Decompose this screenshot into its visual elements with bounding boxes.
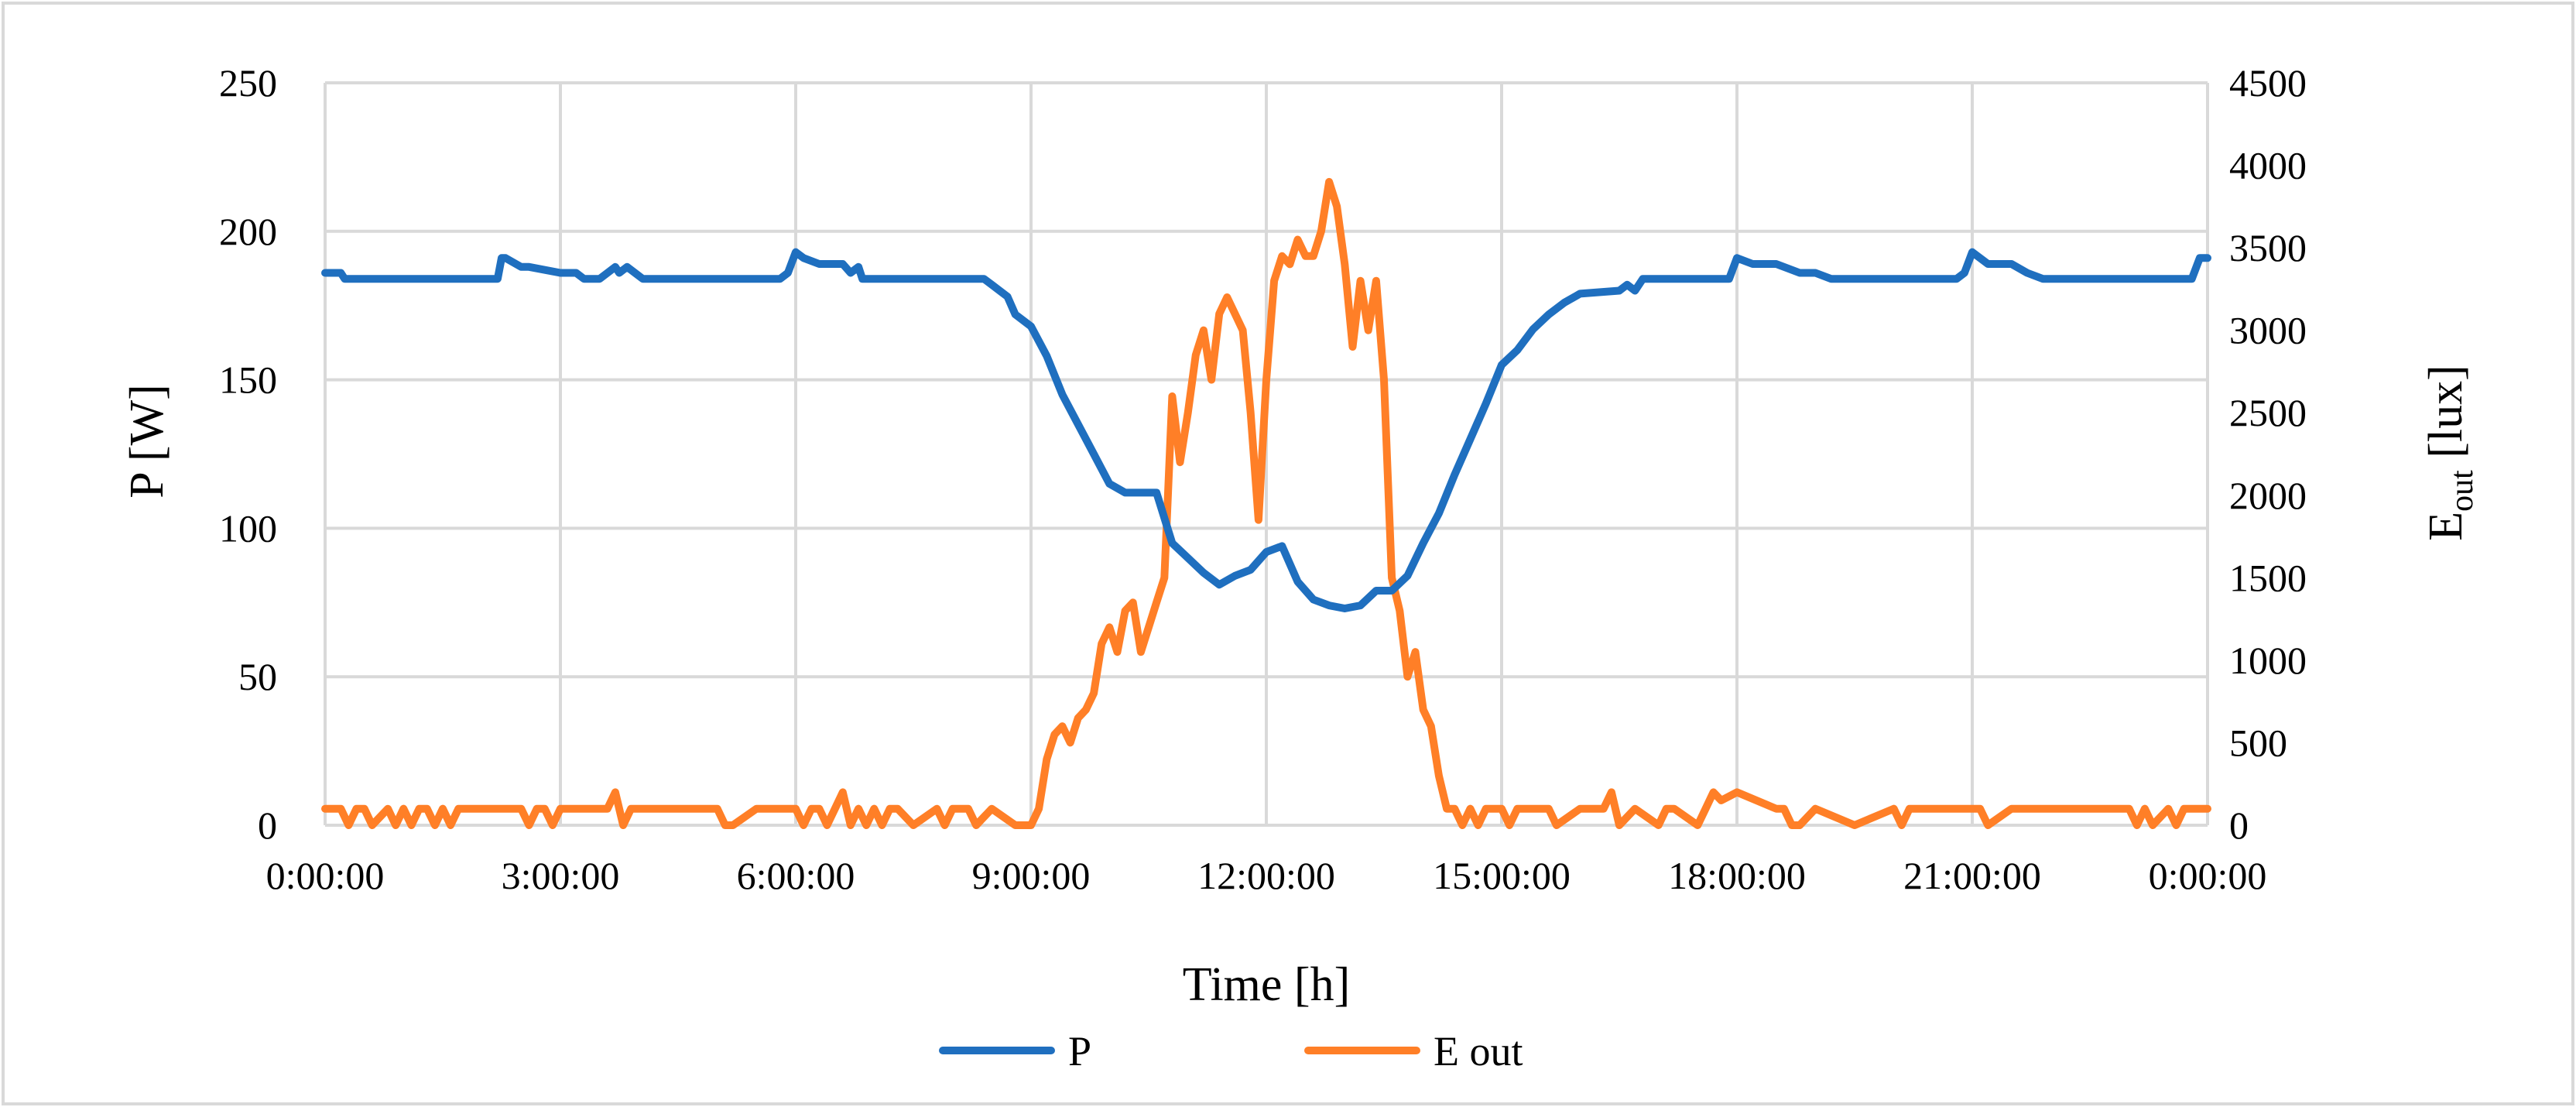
y-axis-right-title: Eout [lux] <box>2420 365 2480 541</box>
y-right-tick-label: 4500 <box>2229 61 2307 105</box>
y-axis-left-title: P [W] <box>121 384 173 499</box>
x-tick-label: 21:00:00 <box>1903 854 2041 897</box>
x-tick-label: 18:00:00 <box>1668 854 1806 897</box>
x-tick-label: 0:00:00 <box>2149 854 2267 897</box>
x-tick-label: 12:00:00 <box>1197 854 1335 897</box>
legend-label-p: P <box>1068 1028 1091 1074</box>
y-right-tick-label: 1000 <box>2229 639 2307 682</box>
y-right-tick-label: 500 <box>2229 721 2287 764</box>
x-axis-title: Time [h] <box>1183 958 1350 1011</box>
x-axis-ticks: 0:00:00 3:00:00 6:00:00 9:00:00 12:00:00 15:0… <box>266 854 2267 897</box>
y-left-tick-label: 150 <box>219 358 277 402</box>
x-tick-label: 3:00:00 <box>502 854 620 897</box>
right-axis-ticks: 0 500 1000 1500 2000 2500 3000 3500 4000 4500 <box>2229 61 2307 847</box>
x-tick-label: 6:00:00 <box>737 854 855 897</box>
y-axis-right-title-main: E <box>2420 512 2472 541</box>
y-right-tick-label: 1500 <box>2229 556 2307 599</box>
y-left-tick-label: 0 <box>258 804 277 847</box>
series-layer <box>321 177 2211 829</box>
legend: P E out <box>939 1028 1523 1074</box>
legend-label-e-out: E out <box>1434 1028 1523 1074</box>
y-left-tick-label: 200 <box>219 210 277 253</box>
y-right-tick-label: 3000 <box>2229 309 2307 352</box>
y-right-tick-label: 4000 <box>2229 144 2307 187</box>
y-axis-right-title-sub: out <box>2444 470 2480 512</box>
y-left-tick-label: 250 <box>219 61 277 105</box>
y-left-tick-label: 50 <box>238 655 277 698</box>
x-tick-label: 0:00:00 <box>266 854 385 897</box>
left-axis-ticks: 0 50 100 150 200 250 <box>219 61 277 847</box>
y-right-tick-label: 3500 <box>2229 226 2307 269</box>
y-left-tick-label: 100 <box>219 506 277 550</box>
y-right-tick-label: 0 <box>2229 804 2249 847</box>
series-line-e-out <box>321 177 2211 829</box>
y-right-tick-label: 2500 <box>2229 391 2307 434</box>
series-line-p <box>321 248 2211 612</box>
y-axis-right-title-unit: [lux] <box>2420 365 2472 470</box>
y-right-tick-label: 2000 <box>2229 474 2307 517</box>
x-tick-label: 9:00:00 <box>972 854 1091 897</box>
x-tick-label: 15:00:00 <box>1433 854 1571 897</box>
gridlines <box>324 81 2209 827</box>
